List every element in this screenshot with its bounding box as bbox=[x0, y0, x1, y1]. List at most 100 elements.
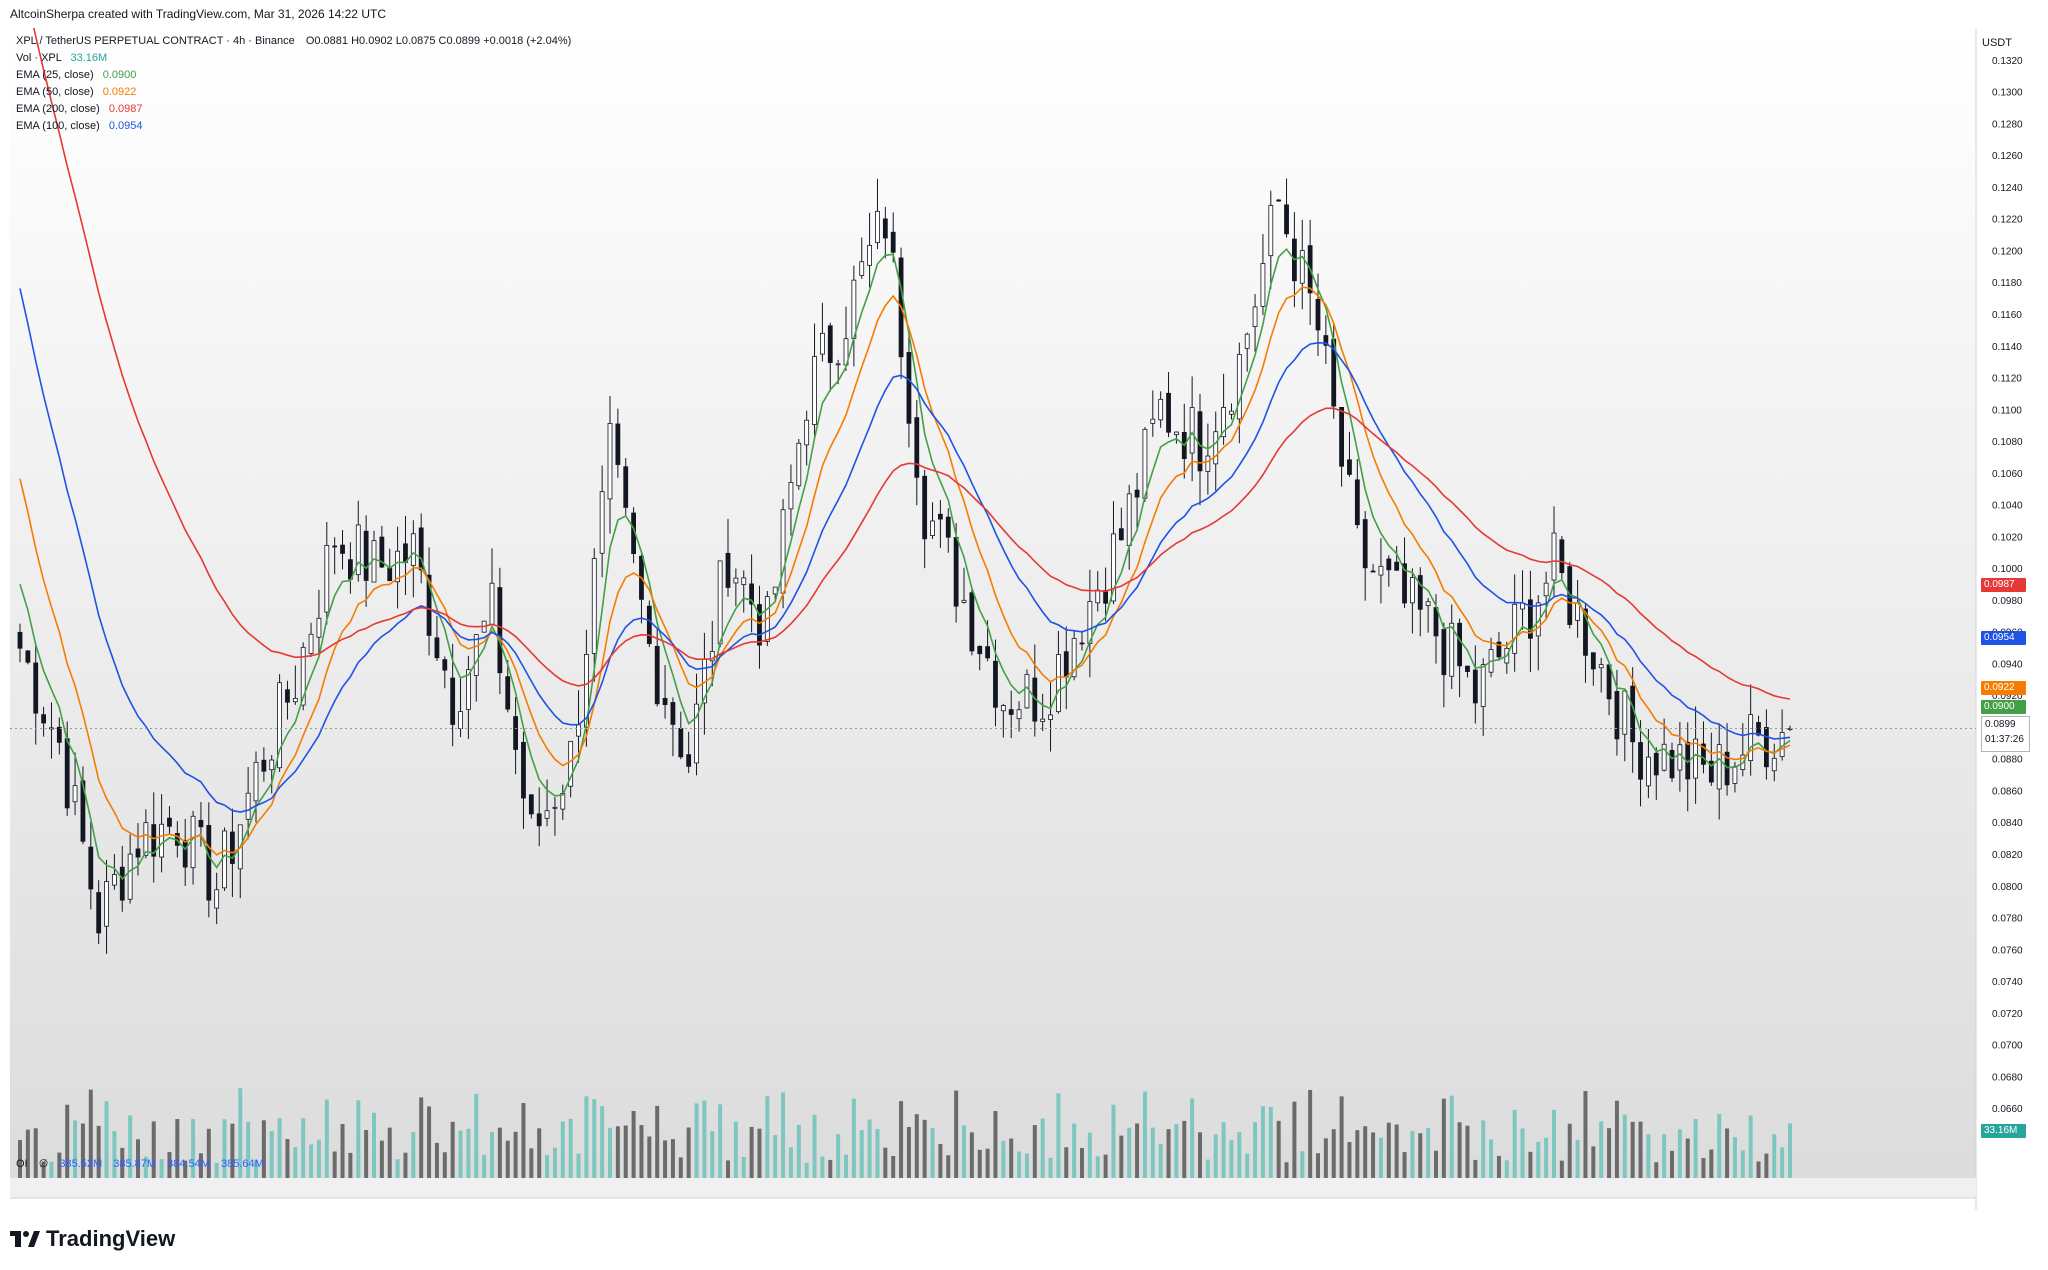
volume-row[interactable]: Vol · XPL 33.16M bbox=[16, 50, 571, 67]
candle-body bbox=[749, 583, 754, 605]
price-tick-label: 0.1060 bbox=[1992, 469, 2023, 480]
volume-bar bbox=[1174, 1124, 1179, 1178]
candle-body bbox=[890, 231, 896, 253]
ema-row[interactable]: EMA (100, close) 0.0954 bbox=[16, 118, 571, 135]
candle-body bbox=[363, 530, 369, 581]
volume-bar bbox=[41, 1161, 46, 1178]
volume-bar bbox=[364, 1129, 369, 1178]
candle-body bbox=[1551, 532, 1557, 581]
candle-body bbox=[222, 830, 227, 889]
candle-body bbox=[1771, 757, 1777, 772]
candle-body bbox=[1166, 392, 1171, 433]
volume-bar bbox=[450, 1121, 455, 1178]
volume-bar bbox=[1024, 1153, 1029, 1178]
volume-bar bbox=[521, 1103, 526, 1178]
price-tick-label: 0.1020 bbox=[1992, 532, 2023, 543]
volume-bar bbox=[1190, 1098, 1195, 1178]
candle-body bbox=[1213, 431, 1219, 465]
symbol-title[interactable]: XPL / TetherUS PERPETUAL CONTRACT · 4h ·… bbox=[16, 35, 295, 47]
candle-body bbox=[977, 645, 983, 655]
volume-bar bbox=[1316, 1153, 1320, 1178]
candle-body bbox=[182, 839, 188, 868]
volume-bar bbox=[151, 1121, 156, 1178]
volume-bar bbox=[820, 1156, 825, 1178]
volume-bar bbox=[1158, 1143, 1163, 1178]
candle-body bbox=[1693, 738, 1698, 779]
volume-bar bbox=[859, 1130, 864, 1178]
ema-row[interactable]: EMA (25, close) 0.0900 bbox=[16, 67, 571, 84]
volume-bar bbox=[584, 1096, 589, 1178]
open-interest-legend[interactable]: OI ∅ 385.52M 385.87M 384.54M 385.64M bbox=[16, 1157, 272, 1170]
candle-body bbox=[953, 537, 959, 607]
candle-body bbox=[780, 509, 786, 594]
candle-body bbox=[245, 792, 251, 820]
volume-bar bbox=[1072, 1123, 1077, 1178]
volume-bar bbox=[1080, 1148, 1084, 1178]
volume-bar bbox=[1701, 1158, 1706, 1178]
candle-body bbox=[1354, 479, 1360, 526]
tradingview-brand[interactable]: TradingView bbox=[10, 1226, 175, 1252]
currency-unit-label[interactable]: USDT bbox=[1982, 37, 2012, 49]
volume-bar bbox=[1788, 1123, 1792, 1178]
candle-body bbox=[1417, 575, 1423, 610]
price-chart[interactable]: 0.1320 0.1300 0.1280 0.1260 0.1240 0.1220 0.12… bbox=[10, 28, 2038, 1210]
candle-body bbox=[1370, 570, 1376, 573]
symbol-row[interactable]: XPL / TetherUS PERPETUAL CONTRACT · 4h ·… bbox=[16, 33, 571, 50]
chart-frame[interactable]: 0.1320 0.1300 0.1280 0.1260 0.1240 0.1220 0.12… bbox=[10, 28, 2038, 1210]
price-tick-label: 0.1100 bbox=[1992, 405, 2022, 416]
candle-body bbox=[646, 605, 652, 645]
candle-body bbox=[410, 533, 416, 566]
candle-body bbox=[1008, 709, 1014, 715]
ema-row[interactable]: EMA (200, close) 0.0987 bbox=[16, 101, 571, 118]
candle-body bbox=[1048, 714, 1053, 720]
volume-bar bbox=[1386, 1122, 1391, 1178]
volume-bar bbox=[372, 1112, 376, 1178]
ema-label: EMA (100, close) bbox=[16, 120, 100, 132]
price-tick-label: 0.1200 bbox=[1992, 246, 2023, 257]
volume-bar bbox=[1646, 1134, 1651, 1178]
volume-bar bbox=[340, 1124, 345, 1178]
volume-bar bbox=[938, 1144, 943, 1178]
volume-bar bbox=[1292, 1101, 1297, 1178]
candle-body bbox=[206, 824, 212, 901]
volume-bar bbox=[694, 1103, 699, 1178]
candle-body bbox=[1378, 565, 1384, 576]
volume-bar bbox=[1394, 1124, 1399, 1178]
price-tick-label: 0.1240 bbox=[1992, 183, 2023, 194]
ema-row[interactable]: EMA (50, close) 0.0922 bbox=[16, 84, 571, 101]
candle-body bbox=[544, 810, 550, 819]
candle-body bbox=[300, 646, 306, 706]
volume-bar bbox=[1048, 1157, 1053, 1178]
candle-body bbox=[159, 823, 165, 858]
volume-bar bbox=[395, 1159, 400, 1178]
candle-body bbox=[607, 423, 613, 500]
ema-value: 0.0987 bbox=[108, 103, 143, 115]
volume-bar bbox=[419, 1097, 424, 1178]
candle-body bbox=[1472, 669, 1478, 704]
volume-bar bbox=[1355, 1130, 1360, 1178]
candle-body bbox=[804, 419, 810, 446]
volume-bar bbox=[851, 1098, 856, 1178]
candle-body bbox=[387, 567, 393, 582]
oi-pane bbox=[10, 1178, 1976, 1198]
candle-body bbox=[1622, 690, 1628, 735]
candle-body bbox=[733, 577, 739, 584]
volume-bar bbox=[1489, 1139, 1494, 1178]
candle-body bbox=[1276, 199, 1282, 202]
candle-body bbox=[1339, 407, 1344, 467]
volume-bar bbox=[537, 1128, 542, 1178]
candle-body bbox=[1465, 665, 1470, 672]
candle-body bbox=[1118, 528, 1124, 541]
volume-bar bbox=[136, 1139, 140, 1178]
volume-bar bbox=[1536, 1141, 1541, 1178]
candle-body bbox=[277, 682, 283, 769]
candle-body bbox=[1095, 589, 1101, 604]
brand-name: TradingView bbox=[46, 1226, 176, 1251]
volume-bar bbox=[930, 1127, 935, 1178]
volume-bar bbox=[434, 1142, 439, 1178]
oi-value: 385.87M bbox=[113, 1158, 157, 1170]
volume-value: 33.16M bbox=[70, 52, 108, 64]
candle-body bbox=[198, 819, 204, 828]
ema25-price-tag: 0.0900 bbox=[1981, 700, 2026, 714]
volume-bar bbox=[1559, 1160, 1564, 1178]
